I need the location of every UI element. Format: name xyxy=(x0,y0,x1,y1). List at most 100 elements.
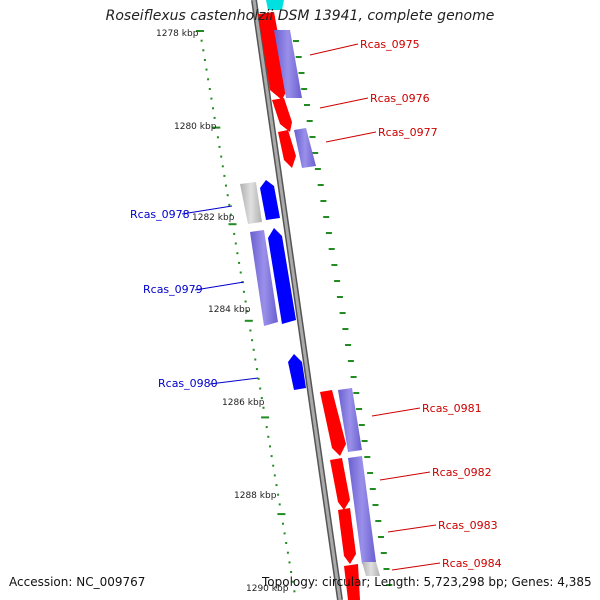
cds-bar-rcas-0979 xyxy=(250,230,278,326)
outer-dash xyxy=(323,216,330,218)
outer-dash xyxy=(378,536,384,538)
gray-feature-rcas-0978 xyxy=(240,182,262,224)
gene-arrow-rcas-0978 xyxy=(260,180,280,220)
tick-mark xyxy=(238,261,241,264)
gene-label[interactable]: Rcas_0980 xyxy=(158,377,218,390)
tick-mark xyxy=(283,532,286,535)
outer-dash xyxy=(358,424,365,426)
tick-mark xyxy=(225,184,227,187)
tick-mark xyxy=(262,406,265,409)
tick-mark xyxy=(234,242,237,245)
accession-text: Accession: NC_009767 xyxy=(9,575,146,589)
tick-mark xyxy=(229,213,232,216)
cds-bar-rcas-0982-0983 xyxy=(348,456,376,564)
outer-dash xyxy=(295,56,302,58)
gene-arrow-rcas-0982 xyxy=(330,458,350,510)
gene-arrow-rcas-0976 xyxy=(272,98,292,132)
reverse-genes xyxy=(240,180,306,390)
tick-label: 1286 kbp xyxy=(222,398,265,408)
outer-dash xyxy=(350,376,357,378)
gene-label[interactable]: Rcas_0978 xyxy=(130,208,190,221)
tick-mark xyxy=(200,39,203,42)
tick-mark xyxy=(251,339,254,342)
tick-label: 1284 kbp xyxy=(208,305,251,315)
tick-mark xyxy=(255,368,258,371)
outer-dash xyxy=(345,344,352,346)
gene-arrow-rcas-0984 xyxy=(344,564,360,600)
cds-bar-rcas-0977 xyxy=(294,128,316,168)
tick-mark xyxy=(223,174,226,177)
tick-mark xyxy=(293,590,296,593)
outer-dash xyxy=(347,360,354,362)
outer-dash xyxy=(328,248,335,250)
outer-dash xyxy=(342,328,349,330)
tick-mark xyxy=(260,397,263,400)
tick-mark xyxy=(216,136,219,139)
tick-mark xyxy=(244,319,253,322)
gene-label[interactable]: Rcas_0977 xyxy=(378,126,438,139)
tick-label: 1290 kbp xyxy=(246,584,289,594)
tick-mark xyxy=(239,271,242,274)
gene-label[interactable]: Rcas_0982 xyxy=(432,466,492,479)
tick-mark xyxy=(196,30,204,32)
tick-mark xyxy=(228,203,231,206)
tick-mark xyxy=(212,126,221,129)
gene-labels: Rcas_0975 Rcas_0976 Rcas_0977 Rcas_0978 … xyxy=(130,38,502,570)
tick-mark xyxy=(236,252,239,255)
outer-dash xyxy=(372,504,379,506)
tick-mark xyxy=(205,68,208,71)
gene-arrow-rcas-0980 xyxy=(288,354,306,390)
tick-mark xyxy=(278,503,281,506)
tick-mark xyxy=(244,300,247,303)
gene-label[interactable]: Rcas_0981 xyxy=(422,402,482,415)
tick-ring xyxy=(196,30,296,593)
gray-feature-rcas-0984 xyxy=(362,562,380,576)
tick-mark xyxy=(277,493,280,496)
tick-mark xyxy=(290,571,293,573)
tick-mark xyxy=(269,445,271,448)
tick-mark xyxy=(220,155,223,158)
tick-mark xyxy=(267,435,270,438)
genome-backbone-highlight xyxy=(252,0,342,600)
cds-bar-rcas-0981 xyxy=(338,388,362,452)
tick-mark xyxy=(286,551,289,554)
tick-mark xyxy=(242,290,245,293)
tick-mark xyxy=(273,474,276,477)
tick-mark xyxy=(228,223,237,226)
tick-mark xyxy=(252,348,255,351)
outer-dash xyxy=(383,568,390,570)
kbp-tick-labels: 1278 kbp 1280 kbp 1282 kbp 1284 kbp 1286… xyxy=(156,29,289,594)
tick-mark xyxy=(257,377,260,380)
tick-mark xyxy=(221,165,224,168)
outer-dash xyxy=(314,168,321,170)
outer-dash xyxy=(325,232,332,234)
gene-label[interactable]: Rcas_0984 xyxy=(442,557,502,570)
outer-dash xyxy=(331,264,338,266)
outer-dash xyxy=(356,408,363,410)
tick-mark xyxy=(265,426,268,429)
gene-label[interactable]: Rcas_0983 xyxy=(438,519,498,532)
outer-dash xyxy=(353,392,360,394)
tick-mark xyxy=(246,310,249,313)
outer-dash xyxy=(304,104,310,106)
gene-label[interactable]: Rcas_0976 xyxy=(370,92,430,105)
forward-genes xyxy=(258,12,360,600)
tick-mark xyxy=(272,464,275,467)
cds-bars-forward xyxy=(274,30,380,576)
tick-mark xyxy=(254,358,257,361)
label-leaders xyxy=(181,43,441,571)
tick-mark xyxy=(249,329,252,332)
gene-label[interactable]: Rcas_0979 xyxy=(143,283,203,296)
tick-label: 1288 kbp xyxy=(234,491,277,501)
cyan-feature xyxy=(266,0,284,10)
tick-mark xyxy=(207,78,210,81)
tick-mark xyxy=(288,561,291,564)
tick-mark xyxy=(259,387,262,390)
gene-label[interactable]: Rcas_0975 xyxy=(360,38,420,51)
tick-mark xyxy=(218,145,221,148)
cds-bar-rcas-0975 xyxy=(274,30,302,98)
outer-dash xyxy=(375,520,382,522)
tick-label: 1280 kbp xyxy=(174,122,217,132)
tick-mark xyxy=(285,542,288,544)
